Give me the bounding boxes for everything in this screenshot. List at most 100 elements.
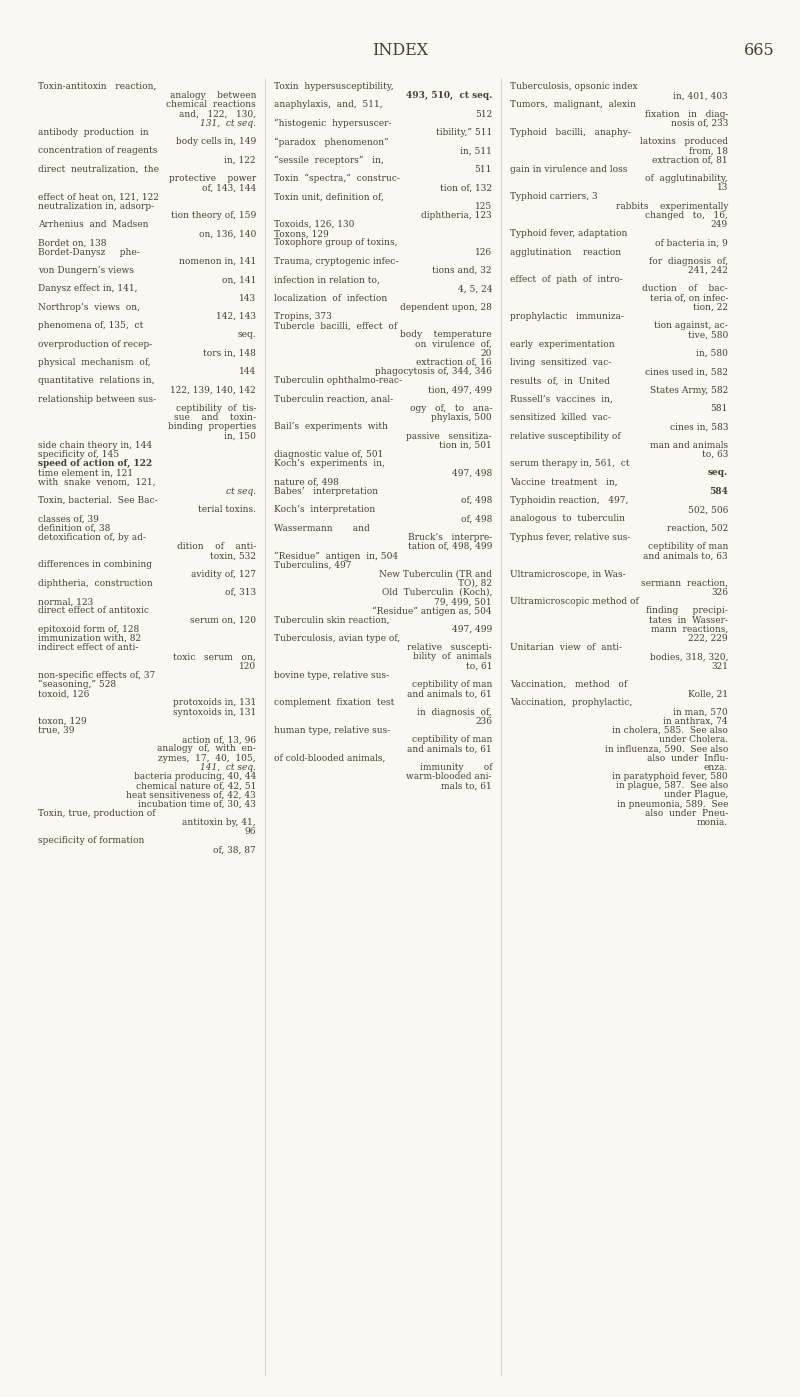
Text: overproduction of recep-: overproduction of recep-: [38, 339, 152, 349]
Text: tion, 22: tion, 22: [693, 303, 728, 312]
Text: fixation   in   diag-: fixation in diag-: [645, 109, 728, 119]
Text: neutralization in, adsorp-: neutralization in, adsorp-: [38, 201, 154, 211]
Text: body    temperature: body temperature: [400, 331, 492, 339]
Text: agglutination    reaction: agglutination reaction: [510, 247, 621, 257]
Text: analogy  of,  with  en-: analogy of, with en-: [158, 745, 256, 753]
Text: Koch’s  experiments  in,: Koch’s experiments in,: [274, 460, 385, 468]
Text: of bacteria in, 9: of bacteria in, 9: [655, 239, 728, 247]
Text: 222, 229: 222, 229: [688, 634, 728, 643]
Text: nosis of, 233: nosis of, 233: [670, 119, 728, 127]
Text: under Cholera.: under Cholera.: [659, 735, 728, 745]
Text: latoxins   produced: latoxins produced: [640, 137, 728, 147]
Text: diagnostic value of, 501: diagnostic value of, 501: [274, 450, 383, 460]
Text: detoxification of, by ad-: detoxification of, by ad-: [38, 532, 146, 542]
Text: tion against, ac-: tion against, ac-: [654, 321, 728, 330]
Text: non-specific effects of, 37: non-specific effects of, 37: [38, 671, 155, 680]
Text: chemical nature of, 42, 51: chemical nature of, 42, 51: [136, 781, 256, 791]
Text: Tuberculosis, opsonic index: Tuberculosis, opsonic index: [510, 82, 638, 91]
Text: rabbits    experimentally: rabbits experimentally: [615, 201, 728, 211]
Text: quantitative  relations in,: quantitative relations in,: [38, 376, 154, 386]
Text: on, 136, 140: on, 136, 140: [198, 229, 256, 239]
Text: Toxoids, 126, 130: Toxoids, 126, 130: [274, 219, 354, 229]
Text: relationship between sus-: relationship between sus-: [38, 395, 156, 404]
Text: “seasoning,” 528: “seasoning,” 528: [38, 680, 116, 689]
Text: of cold-blooded animals,: of cold-blooded animals,: [274, 753, 386, 763]
Text: protective    power: protective power: [169, 175, 256, 183]
Text: phenomena of, 135,  ct: phenomena of, 135, ct: [38, 321, 143, 330]
Text: Tuberculin ophthalmo-reac-: Tuberculin ophthalmo-reac-: [274, 376, 402, 386]
Text: Ultramicroscopic method of: Ultramicroscopic method of: [510, 597, 638, 606]
Text: of, 313: of, 313: [225, 588, 256, 597]
Text: from, 18: from, 18: [689, 147, 728, 155]
Text: man and animals: man and animals: [650, 441, 728, 450]
Text: antibody  production  in: antibody production in: [38, 129, 149, 137]
Text: tion in, 501: tion in, 501: [439, 441, 492, 450]
Text: of, 143, 144: of, 143, 144: [202, 183, 256, 193]
Text: warm-blooded ani-: warm-blooded ani-: [406, 773, 492, 781]
Text: teria of, on infec-: teria of, on infec-: [650, 293, 728, 303]
Text: sermann  reaction,: sermann reaction,: [641, 578, 728, 588]
Text: in, 150: in, 150: [224, 432, 256, 440]
Text: New Tuberculin (TR and: New Tuberculin (TR and: [379, 570, 492, 578]
Text: mann  reactions,: mann reactions,: [650, 624, 728, 634]
Text: Danysz effect in, 141,: Danysz effect in, 141,: [38, 285, 138, 293]
Text: direct effect of antitoxic: direct effect of antitoxic: [38, 606, 149, 616]
Text: toxon, 129: toxon, 129: [38, 717, 86, 726]
Text: Toxin-antitoxin   reaction,: Toxin-antitoxin reaction,: [38, 82, 156, 91]
Text: 122, 139, 140, 142: 122, 139, 140, 142: [170, 386, 256, 394]
Text: chemical  reactions: chemical reactions: [166, 101, 256, 109]
Text: terial toxins.: terial toxins.: [198, 506, 256, 514]
Text: 125: 125: [474, 201, 492, 211]
Text: tions and, 32: tions and, 32: [433, 265, 492, 275]
Text: extraction of, 81: extraction of, 81: [652, 155, 728, 165]
Text: ceptibility of man: ceptibility of man: [648, 542, 728, 550]
Text: tion, 497, 499: tion, 497, 499: [428, 386, 492, 394]
Text: 511: 511: [474, 165, 492, 173]
Text: 493, 510,  ct seq.: 493, 510, ct seq.: [406, 91, 492, 101]
Text: Typhus fever, relative sus-: Typhus fever, relative sus-: [510, 532, 630, 542]
Text: specificity of formation: specificity of formation: [38, 837, 144, 845]
Text: reaction, 502: reaction, 502: [666, 524, 728, 532]
Text: tation of, 498, 499: tation of, 498, 499: [408, 542, 492, 550]
Text: Tuberculins, 497: Tuberculins, 497: [274, 560, 351, 570]
Text: anaphylaxis,  and,  511,: anaphylaxis, and, 511,: [274, 101, 382, 109]
Text: Vaccine  treatment   in,: Vaccine treatment in,: [510, 478, 618, 486]
Text: 142, 143: 142, 143: [216, 312, 256, 321]
Text: 120: 120: [239, 662, 256, 671]
Text: Arrhenius  and  Madsen: Arrhenius and Madsen: [38, 219, 149, 229]
Text: 497, 499: 497, 499: [452, 624, 492, 634]
Text: 13: 13: [717, 183, 728, 193]
Text: sue    and    toxin-: sue and toxin-: [174, 414, 256, 422]
Text: Tuberculin skin reaction,: Tuberculin skin reaction,: [274, 616, 390, 624]
Text: Toxin, bacterial.  See Bac-: Toxin, bacterial. See Bac-: [38, 496, 158, 504]
Text: Bruck’s   interpre-: Bruck’s interpre-: [408, 532, 492, 542]
Text: ogy   of,   to   ana-: ogy of, to ana-: [410, 404, 492, 414]
Text: Tropins, 373: Tropins, 373: [274, 312, 332, 321]
Text: changed   to,   16,: changed to, 16,: [645, 211, 728, 219]
Text: zymes,  17,  40,  105,: zymes, 17, 40, 105,: [158, 753, 256, 763]
Text: Northrop’s  views  on,: Northrop’s views on,: [38, 303, 140, 312]
Text: in, 401, 403: in, 401, 403: [674, 91, 728, 101]
Text: dition    of    anti-: dition of anti-: [177, 542, 256, 550]
Text: antitoxin by, 41,: antitoxin by, 41,: [182, 819, 256, 827]
Text: tors in, 148: tors in, 148: [203, 349, 256, 358]
Text: toxoid, 126: toxoid, 126: [38, 689, 90, 698]
Text: complement  fixation  test: complement fixation test: [274, 698, 394, 707]
Text: in cholera, 585.  See also: in cholera, 585. See also: [612, 726, 728, 735]
Text: passive   sensitiza-: passive sensitiza-: [406, 432, 492, 440]
Text: Tumors,  malignant,  alexin: Tumors, malignant, alexin: [510, 101, 636, 109]
Text: bodies, 318, 320,: bodies, 318, 320,: [650, 652, 728, 661]
Text: and animals to, 61: and animals to, 61: [407, 745, 492, 753]
Text: Typhoid fever, adaptation: Typhoid fever, adaptation: [510, 229, 627, 239]
Text: cines in, 583: cines in, 583: [670, 422, 728, 432]
Text: dependent upon, 28: dependent upon, 28: [400, 303, 492, 312]
Text: nature of, 498: nature of, 498: [274, 478, 339, 486]
Text: 665: 665: [744, 42, 775, 59]
Text: analogous  to  tuberculin: analogous to tuberculin: [510, 514, 625, 524]
Text: and animals to, 63: and animals to, 63: [643, 552, 728, 560]
Text: duction    of    bac-: duction of bac-: [642, 285, 728, 293]
Text: with  snake  venom,  121,: with snake venom, 121,: [38, 478, 155, 486]
Text: phylaxis, 500: phylaxis, 500: [431, 414, 492, 422]
Text: of  agglutinability,: of agglutinability,: [646, 175, 728, 183]
Text: and,   122,   130,: and, 122, 130,: [179, 109, 256, 119]
